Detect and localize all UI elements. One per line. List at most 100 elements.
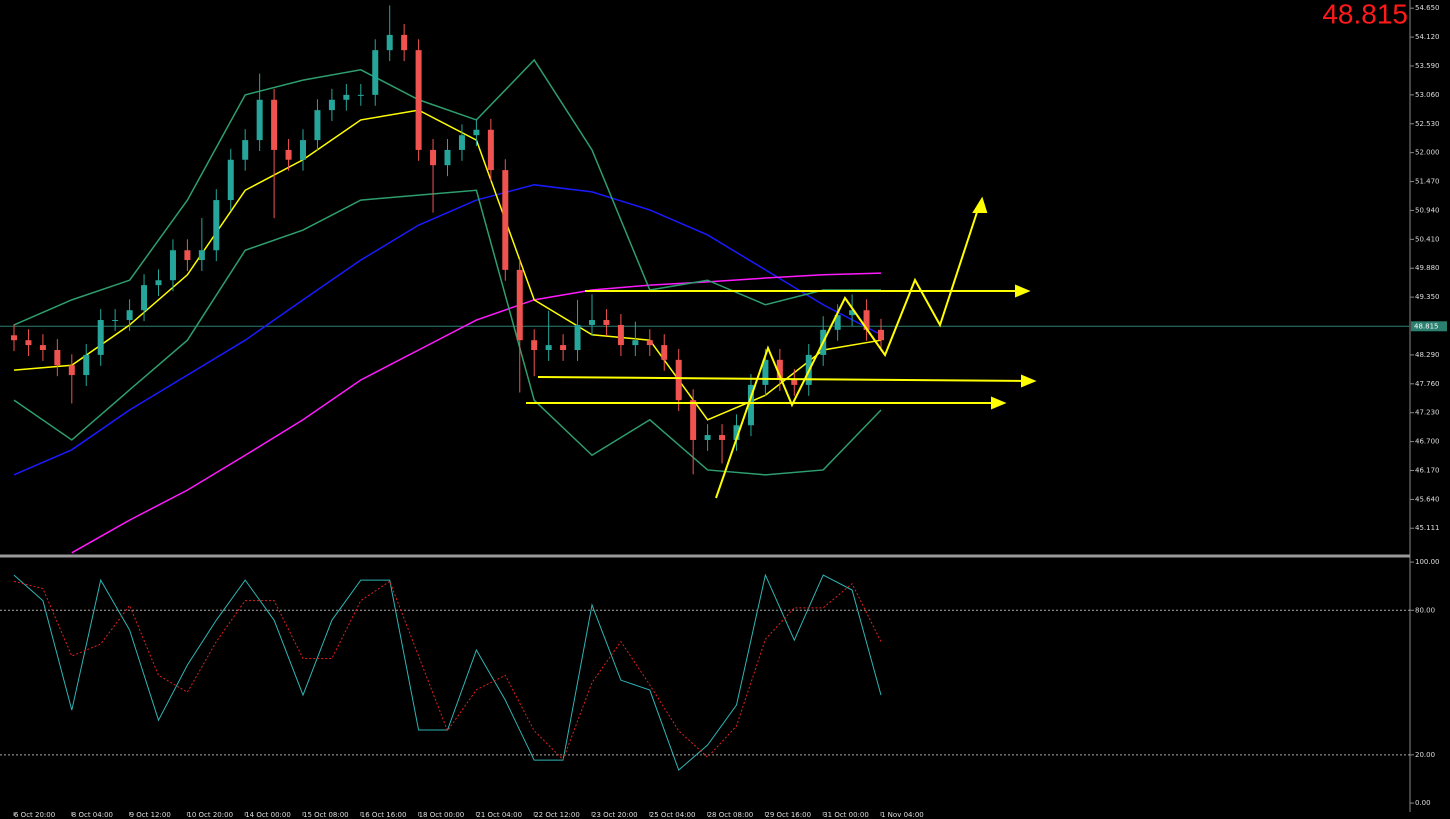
x-tick-label: 1 Nov 04:00 [881, 811, 924, 819]
candle-body [25, 340, 32, 346]
candle-body [487, 129, 494, 171]
candle-body [343, 94, 350, 100]
y-tick-label: 46.170 [1415, 466, 1440, 474]
indicator-line [13, 109, 882, 421]
candle-body [314, 110, 321, 141]
y-tick-label: 45.640 [1415, 495, 1440, 503]
y-tick-label: 54.650 [1415, 4, 1440, 12]
y-tick-label: 48.290 [1415, 351, 1440, 359]
x-tick-label: 16 Oct 16:00 [361, 811, 407, 819]
candle-body [646, 340, 653, 346]
indicator-line [13, 58, 881, 326]
candle-body [675, 359, 682, 401]
candle-body [560, 345, 567, 351]
y-tick-label: 80.00 [1415, 606, 1435, 614]
candle-body [112, 320, 119, 322]
candle-body [574, 324, 581, 351]
x-tick-label: 31 Oct 00:00 [823, 811, 869, 819]
y-tick-label: 100.00 [1415, 558, 1440, 566]
candle-body [357, 94, 364, 96]
candle-body [516, 269, 523, 341]
candle-body [661, 345, 668, 360]
y-tick-label: 54.120 [1415, 33, 1440, 41]
y-tick-label: 51.470 [1415, 178, 1440, 186]
trend-drawings [526, 196, 1037, 499]
y-tick-label: 49.350 [1415, 293, 1440, 301]
candle-body [54, 350, 61, 366]
projection-path [715, 202, 981, 499]
current-price-big: 48.815 [1322, 0, 1408, 29]
y-tick-label: 45.111 [1415, 524, 1440, 532]
arrow-head [972, 196, 988, 213]
indicator-line [13, 189, 882, 476]
y-tick-label: 52.530 [1415, 120, 1440, 128]
candle-body [169, 250, 176, 281]
indicator-line [13, 184, 882, 476]
candle-body [603, 320, 610, 325]
candle-body [834, 315, 841, 330]
candle-body [155, 280, 162, 286]
y-tick-label: 46.700 [1415, 438, 1440, 446]
candle-body [39, 345, 46, 351]
y-tick-label: 50.940 [1415, 206, 1440, 214]
candle-body [632, 340, 639, 346]
candle-body [285, 149, 292, 160]
x-tick-label: 8 Oct 04:00 [72, 811, 113, 819]
y-tick-label: 47.230 [1415, 409, 1440, 417]
candle-body [878, 329, 884, 341]
x-tick-label: 28 Oct 08:00 [708, 811, 754, 819]
arrow-head [1021, 374, 1037, 388]
x-tick-label: 18 Oct 00:00 [419, 811, 465, 819]
candle-body [776, 359, 783, 380]
arrow-head [1015, 284, 1031, 298]
y-tick-label: 20.00 [1415, 751, 1435, 759]
candle-body [545, 345, 552, 351]
candle-body [430, 149, 437, 166]
candle-body [473, 129, 480, 136]
candle-body [141, 285, 148, 311]
y-tick-label: 47.760 [1415, 380, 1440, 388]
candle-body [617, 324, 624, 346]
x-tick-label: 6 Oct 20:00 [14, 811, 55, 819]
y-tick-label: 53.590 [1415, 62, 1440, 70]
x-tick-label: 10 Oct 20:00 [187, 811, 233, 819]
candle-body [83, 354, 90, 376]
x-tick-label: 29 Oct 16:00 [765, 811, 811, 819]
current-price-label: 48.815 [1414, 322, 1439, 330]
y-tick-label: 53.060 [1415, 91, 1440, 99]
candle-body [690, 400, 697, 440]
y-tick-label: 52.000 [1415, 149, 1440, 157]
x-tick-label: 21 Oct 04:00 [476, 811, 522, 819]
candle-body [531, 340, 538, 351]
candle-body [863, 310, 870, 330]
candle-body [589, 320, 595, 325]
candle-body [372, 50, 379, 95]
current-price-tag [1411, 321, 1447, 332]
candle-body [704, 435, 711, 440]
x-tick-label: 25 Oct 04:00 [650, 811, 696, 819]
oscillator-line [13, 573, 882, 771]
candle-body [198, 250, 205, 261]
candle-body [747, 384, 754, 426]
candle-body [11, 335, 17, 341]
candle-body [68, 365, 75, 376]
x-tick-label: 22 Oct 12:00 [534, 811, 580, 819]
arrow-head [991, 396, 1007, 410]
x-tick-label: 23 Oct 20:00 [592, 811, 638, 819]
candle-body [271, 99, 278, 150]
x-tick-label: 9 Oct 12:00 [130, 811, 171, 819]
candle-body [415, 50, 422, 150]
oscillator-line [13, 580, 882, 761]
support-line [537, 376, 1031, 382]
candle-body [401, 34, 408, 51]
candle-body [256, 99, 263, 141]
y-tick-label: 0.00 [1415, 799, 1431, 807]
y-tick-label: 50.410 [1415, 235, 1440, 243]
candle-body [791, 379, 798, 385]
indicator-line [71, 272, 882, 554]
candle-body [849, 310, 856, 316]
candle-body [126, 310, 133, 321]
candle-body [386, 34, 393, 51]
